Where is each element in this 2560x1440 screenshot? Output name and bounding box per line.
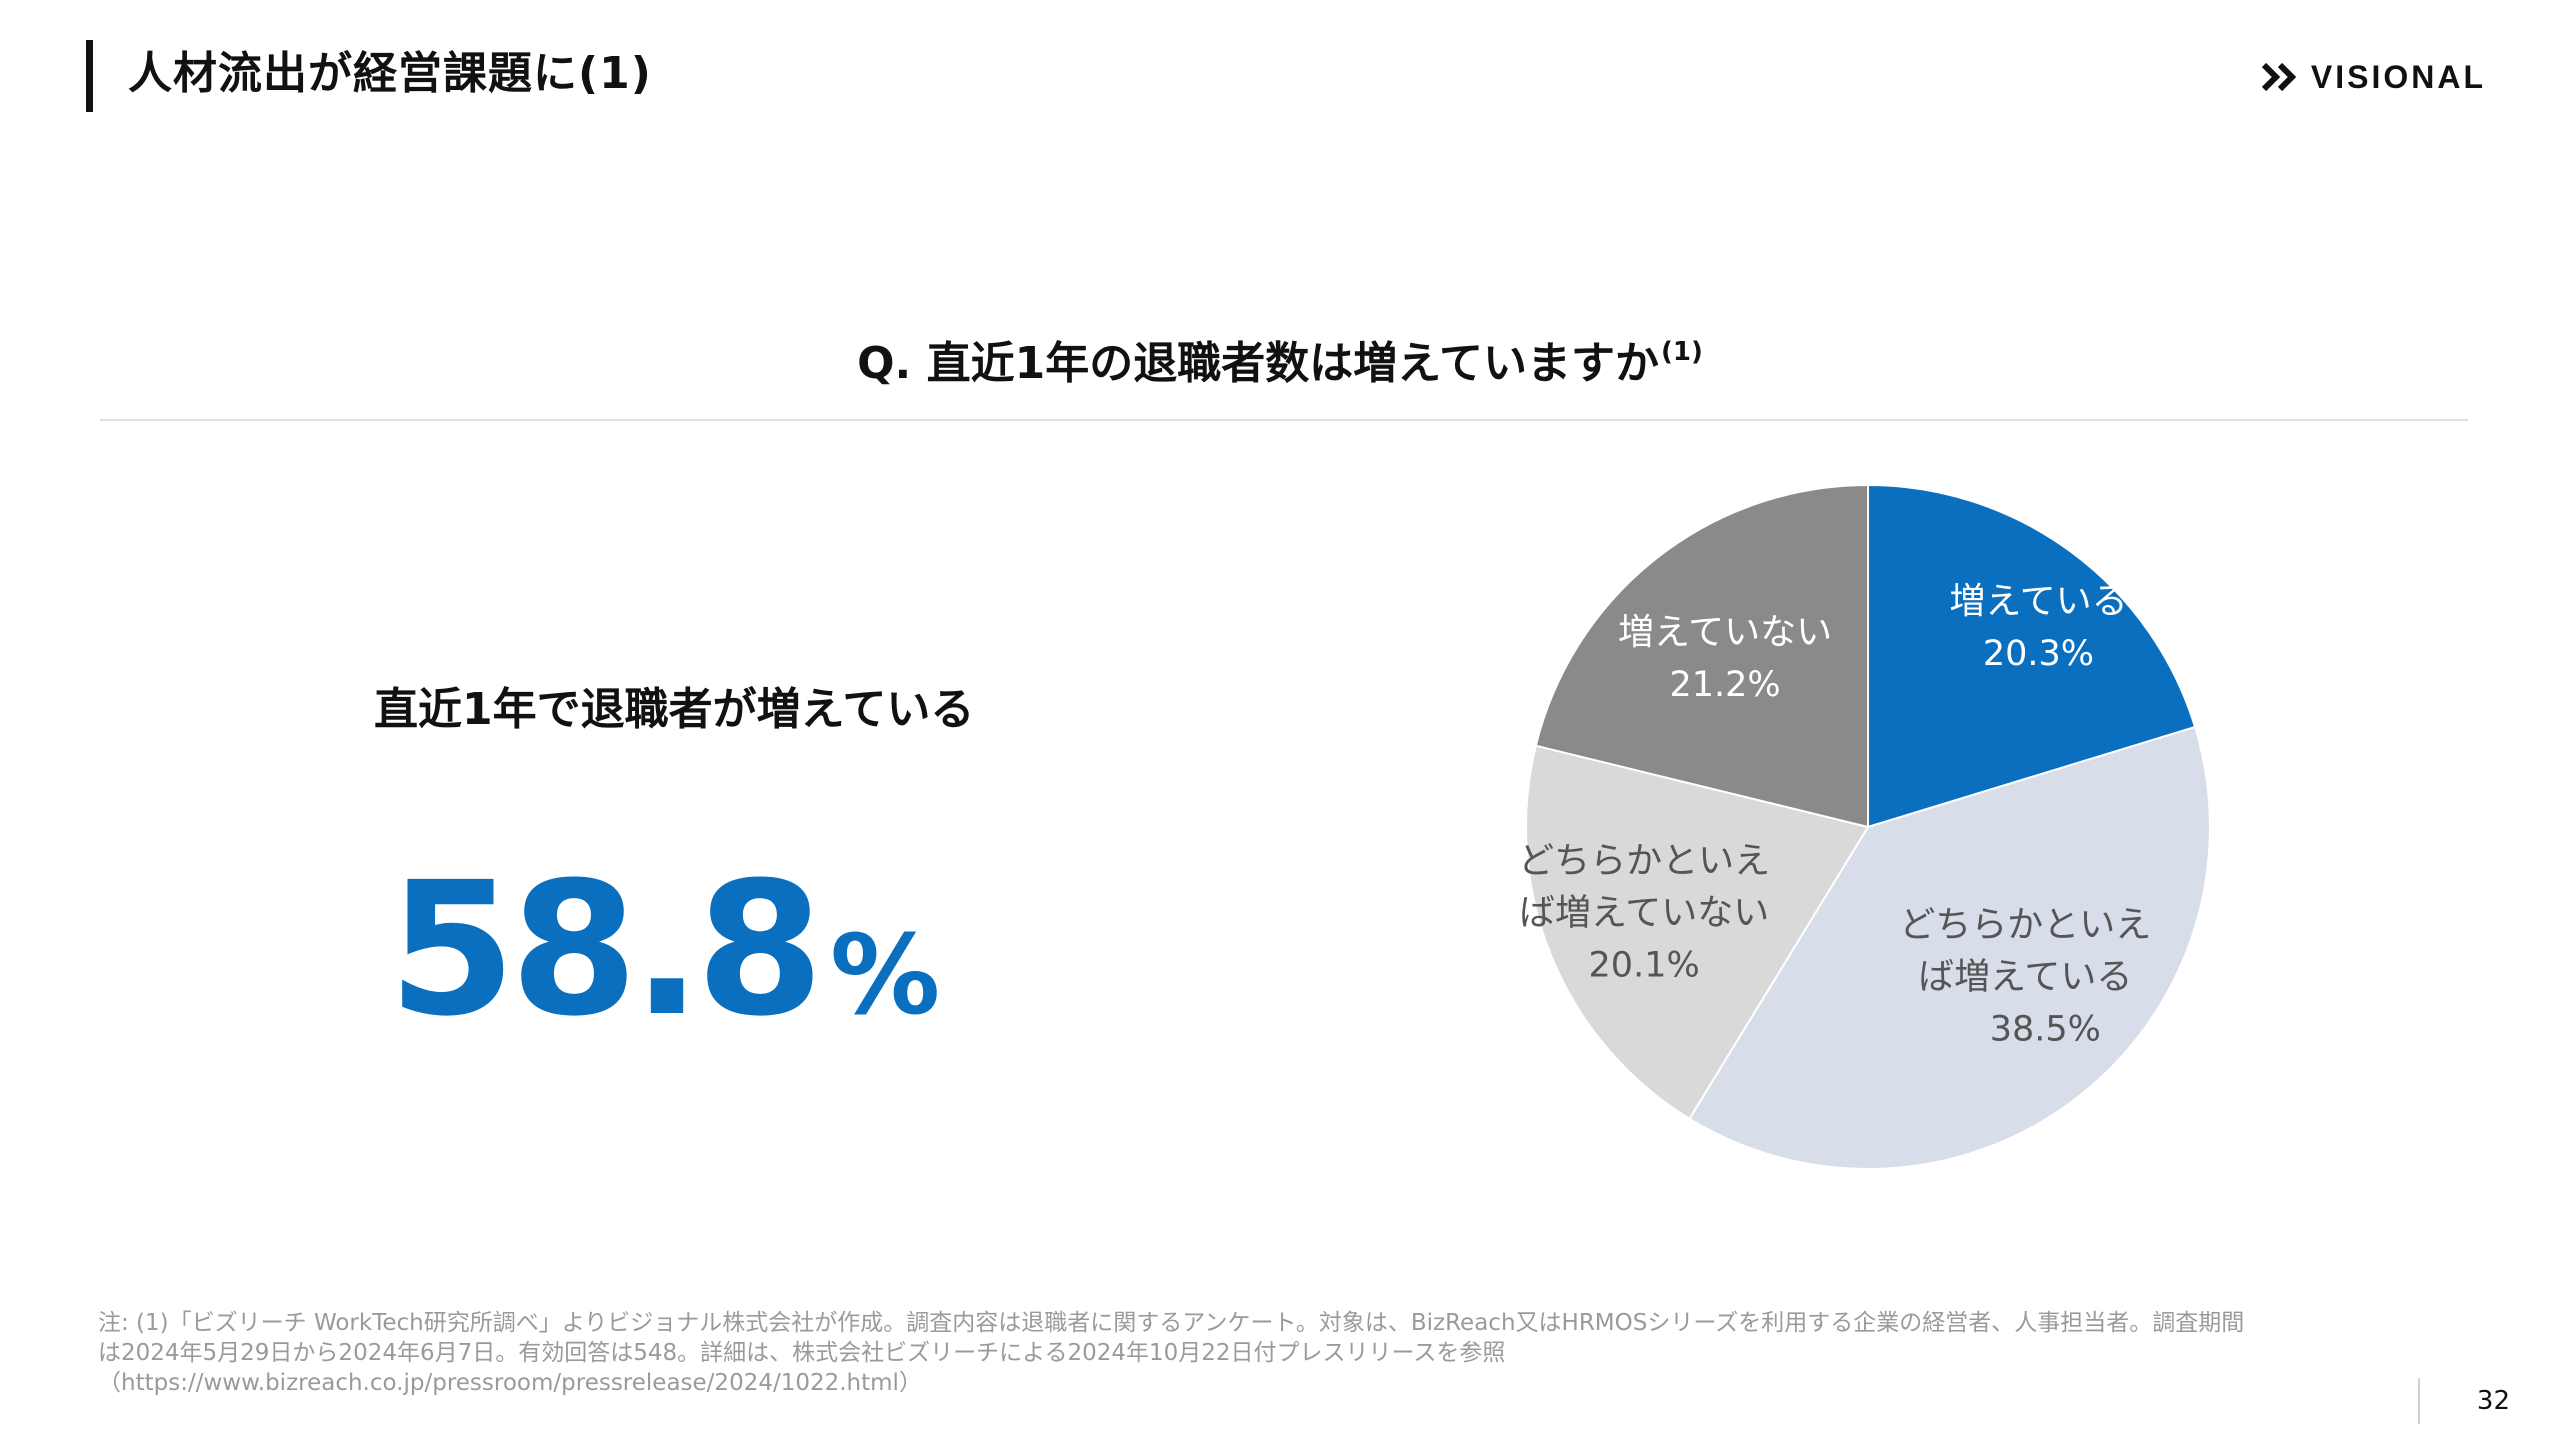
question-text: Q. 直近1年の退職者数は増えていますか [857, 338, 1659, 389]
footnote-line: は2024年5月29日から2024年6月7日。有効回答は548。詳細は、株式会社… [98, 1340, 1506, 1366]
pie-slice-category-label: 増えている [1949, 581, 2127, 622]
pie-slice-value-label: 21.2% [1670, 665, 1781, 705]
pie-slice [1688, 725, 2211, 1170]
double-chevron-icon [2261, 62, 2297, 92]
pie-slice [1867, 483, 2197, 829]
summary-unit: % [829, 911, 941, 1039]
question-note-marker: (1) [1661, 337, 1703, 367]
logo-text: VISIONAL [2310, 59, 2486, 95]
pie-slice-category-label: ば増えていない [1519, 892, 1769, 933]
pie-slice-value-label: 38.5% [1990, 1009, 2101, 1049]
pie-slice-category-label: 増えていない [1618, 612, 1832, 653]
footnote: 注: (1)「ビズリーチ WorkTech研究所調べ」よりビジョナル株式会社が作… [98, 1308, 2358, 1398]
pie-slice [1525, 744, 1870, 1121]
summary-label: 直近1年で退職者が増えている [374, 684, 975, 735]
pie-slice-label: 増えている 20.3% [1949, 581, 2127, 674]
page-number-divider [2418, 1378, 2420, 1424]
pie-chart: 増えている20.3%どちらかといえば増えている38.5%どちらかといえば増えてい… [1518, 483, 2211, 1170]
pie-slice [1534, 483, 1869, 829]
survey-question: Q. 直近1年の退職者数は増えていますか(1) [0, 320, 2560, 396]
page-number: 32 [2476, 1386, 2510, 1416]
pie-slice-category-label: ば増えている [1918, 956, 2132, 997]
pie-slice-value-label: 20.1% [1589, 945, 1700, 985]
pie-slice-category-label: どちらかといえ [1899, 904, 2151, 945]
pie-slice-value-label: 20.3% [1983, 634, 2094, 674]
page-title: 人材流出が経営課題に(1) [128, 48, 652, 99]
title-accent-bar [86, 40, 93, 112]
pie-slice-label: 増えていない 21.2% [1618, 612, 1832, 705]
summary-number: 58.8 [388, 843, 824, 1057]
visional-logo: VISIONAL [2261, 58, 2486, 96]
pie-slice-category-label: どちらかといえ [1518, 840, 1770, 881]
summary-value: 58.8% [388, 843, 941, 1057]
footnote-line: 注: (1)「ビズリーチ WorkTech研究所調べ」よりビジョナル株式会社が作… [98, 1310, 2245, 1336]
footnote-line: （https://www.bizreach.co.jp/pressroom/pr… [98, 1370, 922, 1396]
section-divider [100, 419, 2468, 421]
